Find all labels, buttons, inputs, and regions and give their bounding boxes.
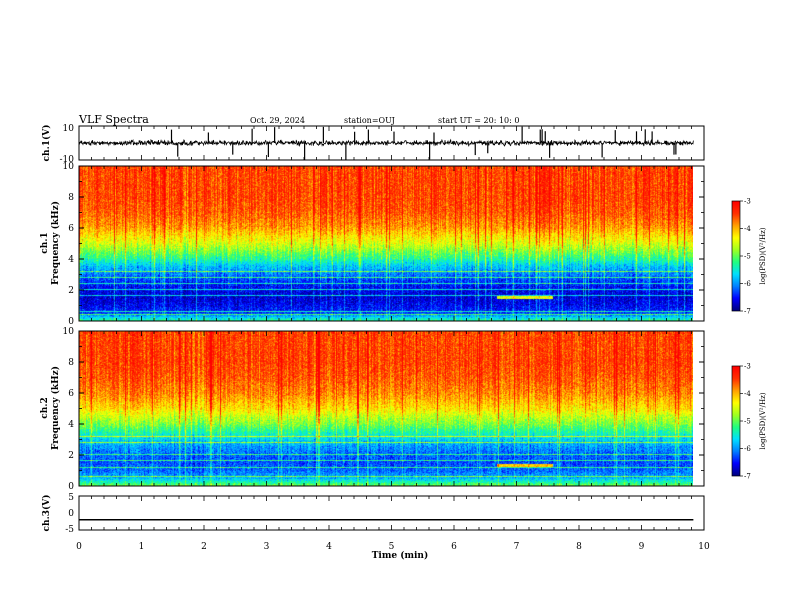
colorbar-tick-label: -5 — [744, 253, 751, 261]
ch1-ytick-bottom: -10 — [60, 155, 75, 165]
start-time-label: start UT = 20: 10: 0 — [438, 116, 519, 125]
station-label: station=OUJ — [344, 116, 395, 125]
date-label: Oct. 29, 2024 — [250, 116, 305, 125]
x-tick-label: 0 — [76, 542, 82, 552]
ch3-ytick-mid: 0 — [68, 509, 74, 519]
ch3-ytick-top: 5 — [68, 493, 74, 503]
ch3-waveform-panel: 5 0 -5 ch.3(V) — [41, 493, 705, 535]
ch2-colorbar-ramp — [732, 366, 740, 476]
ch3-ytick-bottom: -5 — [65, 525, 74, 535]
y-tick-label: 10 — [63, 162, 75, 172]
ch1-trace — [78, 126, 694, 160]
colorbar-tick-label: -4 — [744, 225, 751, 233]
colorbar-tick-label: -4 — [744, 390, 751, 398]
ch1-spectrogram-ylabel: Frequency (kHz) — [50, 201, 61, 285]
colorbar-tick-label: -3 — [744, 198, 751, 206]
colorbar-tick-label: -7 — [744, 473, 751, 481]
ch2-spectrogram-ylabel: Frequency (kHz) — [50, 366, 61, 450]
y-tick-label: 0 — [68, 482, 74, 492]
ch2-colorbar-label: log(PSD)(V²/Hz) — [759, 392, 767, 449]
x-tick-label: 10 — [698, 542, 710, 552]
y-tick-label: 4 — [68, 420, 74, 430]
ch2-spectrogram-channel-label: ch.2 — [40, 397, 50, 418]
ch2-spectrogram-panel: 0 2 4 6 8 10 ch.2 Frequency (kHz) — [40, 327, 705, 492]
ch1-spectrogram-panel: 0 2 4 6 8 10 ch.1 Frequency (kHz) — [40, 162, 705, 327]
ch1-waveform-panel: 10 -10 ch.1(V) — [41, 124, 705, 165]
x-tick-label: 2 — [201, 542, 207, 552]
ch3-frame — [78, 495, 705, 531]
x-axis-tick-labels: 0 1 2 3 4 5 6 7 8 9 10 — [76, 542, 710, 552]
colorbar-tick-label: -6 — [744, 280, 751, 288]
ch1-spectrogram-heatmap — [79, 166, 693, 321]
colorbar-tick-label: -7 — [744, 308, 751, 316]
ch2-spectrogram-heatmap — [79, 331, 693, 486]
ch1-colorbar-ticks: -3 -4 -5 -6 -7 — [740, 198, 751, 316]
ch3-ylabel: ch.3(V) — [41, 495, 52, 532]
colorbar-tick-label: -6 — [744, 445, 751, 453]
ch1-ylabel: ch.1(V) — [41, 125, 52, 162]
x-tick-label: 4 — [326, 542, 332, 552]
ch1-spectrogram-channel-label: ch.1 — [40, 232, 50, 253]
ch1-spectrogram-yticks: 0 2 4 6 8 10 — [63, 162, 704, 327]
ch1-trace-path — [78, 138, 694, 147]
figure-title: VLF Spectra — [78, 113, 149, 126]
y-tick-label: 0 — [68, 317, 74, 327]
ch2-colorbar: -3 -4 -5 -6 -7 log(PSD)(V²/Hz) — [731, 363, 767, 481]
colorbar-tick-label: -3 — [744, 363, 751, 371]
y-tick-label: 8 — [68, 358, 74, 368]
ch1-colorbar-ramp — [732, 201, 740, 311]
x-tick-label: 1 — [139, 542, 145, 552]
y-tick-label: 6 — [68, 224, 74, 234]
y-tick-label: 10 — [63, 327, 75, 337]
ch2-colorbar-ticks: -3 -4 -5 -6 -7 — [740, 363, 751, 481]
colorbar-tick-label: -5 — [744, 418, 751, 426]
ch1-colorbar-label: log(PSD)(V²/Hz) — [759, 227, 767, 284]
x-tick-label: 3 — [264, 542, 270, 552]
ch2-spectrogram-yticks: 0 2 4 6 8 10 — [63, 327, 704, 492]
x-tick-label: 8 — [576, 542, 582, 552]
x-tick-label: 7 — [514, 542, 520, 552]
x-axis-ticks — [78, 126, 705, 530]
y-tick-label: 4 — [68, 255, 74, 265]
x-tick-label: 9 — [639, 542, 645, 552]
ch1-ytick-top: 10 — [63, 124, 75, 134]
y-tick-label: 8 — [68, 193, 74, 203]
y-tick-label: 6 — [68, 389, 74, 399]
y-tick-label: 2 — [68, 286, 74, 296]
x-axis-title: Time (min) — [372, 550, 429, 561]
ch1-colorbar: -3 -4 -5 -6 -7 log(PSD)(V²/Hz) — [731, 198, 767, 316]
x-tick-label: 6 — [451, 542, 457, 552]
y-tick-label: 2 — [68, 451, 74, 461]
x-tick-label: 5 — [389, 542, 395, 552]
